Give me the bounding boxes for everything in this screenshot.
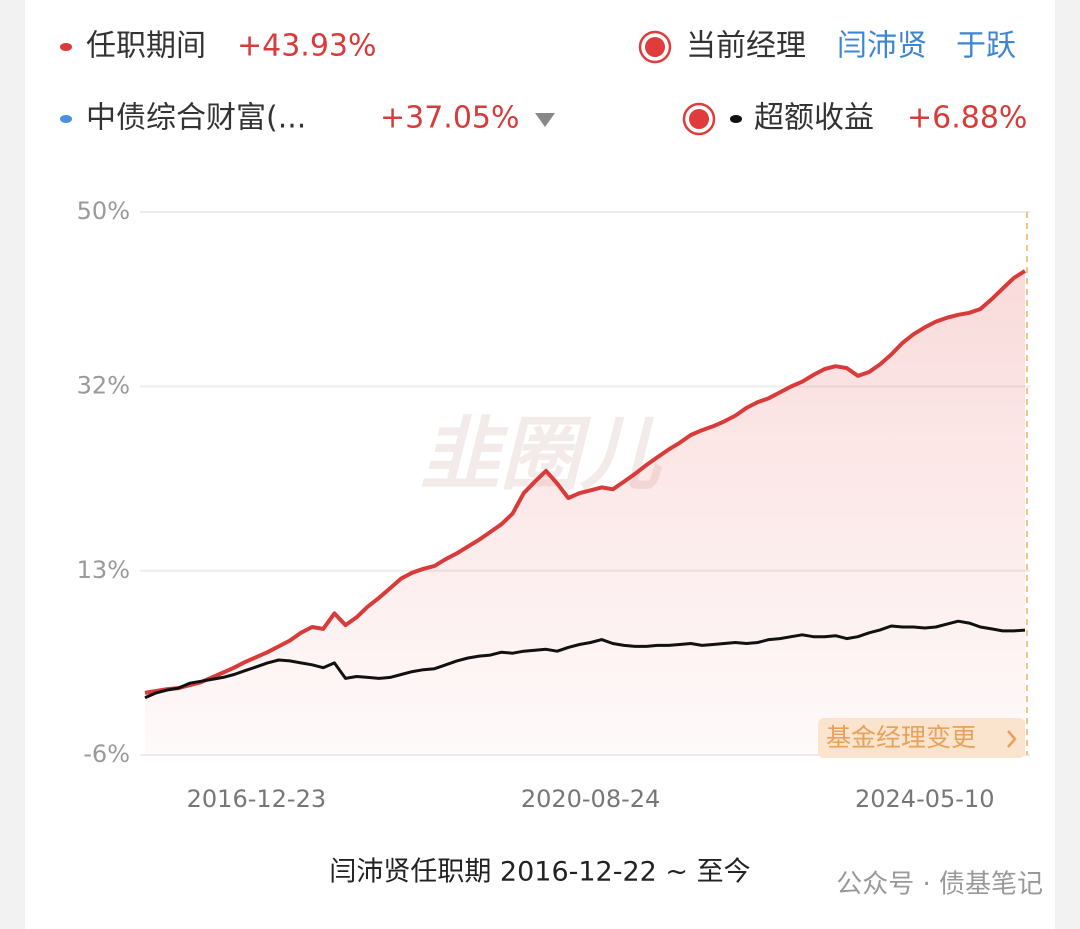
x-tick-label: 2020-08-24	[521, 785, 660, 813]
legend-dot	[730, 115, 742, 123]
legend-label[interactable]: 超额收益	[754, 101, 874, 136]
legend-value: +37.05%	[380, 101, 520, 136]
radio-dot	[645, 37, 665, 57]
radio-dot	[689, 109, 709, 129]
line	[144, 619, 1026, 700]
manager-name[interactable]: 闫沛贤	[837, 29, 927, 64]
legend-label[interactable]: 中债综合财富(...	[86, 101, 306, 136]
manager-change-label: 基金经理变更	[826, 723, 976, 752]
legend-value: +6.88%	[907, 101, 1027, 136]
manager-name[interactable]: 于跃	[956, 29, 1016, 64]
caption: 闫沛贤任职期 2016-12-22 ~ 至今	[329, 857, 750, 888]
legend-label[interactable]: 任职期间	[86, 29, 206, 64]
legend-value: +43.93%	[237, 29, 377, 64]
line	[144, 269, 1027, 695]
watermark: 公众号 · 债基笔记	[836, 870, 1043, 900]
legend-dot	[60, 43, 72, 51]
dropdown-arrow[interactable]	[535, 113, 555, 127]
manager-label: 当前经理	[686, 29, 806, 64]
x-tick-label: 2016-12-23	[187, 785, 326, 813]
y-tick-label: 32%	[77, 372, 130, 400]
y-tick-label: 13%	[77, 556, 130, 584]
y-tick-label: -6%	[83, 740, 130, 768]
plot: -6% 13% 32% 50% 2016-12-23 2020-08-24 2024-05-…	[77, 197, 1030, 813]
y-tick-label: 50%	[77, 197, 130, 225]
badge-arrow	[1007, 730, 1017, 748]
legend-dot	[60, 115, 72, 123]
manager-change-badge[interactable]	[818, 718, 1025, 758]
x-tick-label: 2024-05-10	[855, 785, 994, 813]
